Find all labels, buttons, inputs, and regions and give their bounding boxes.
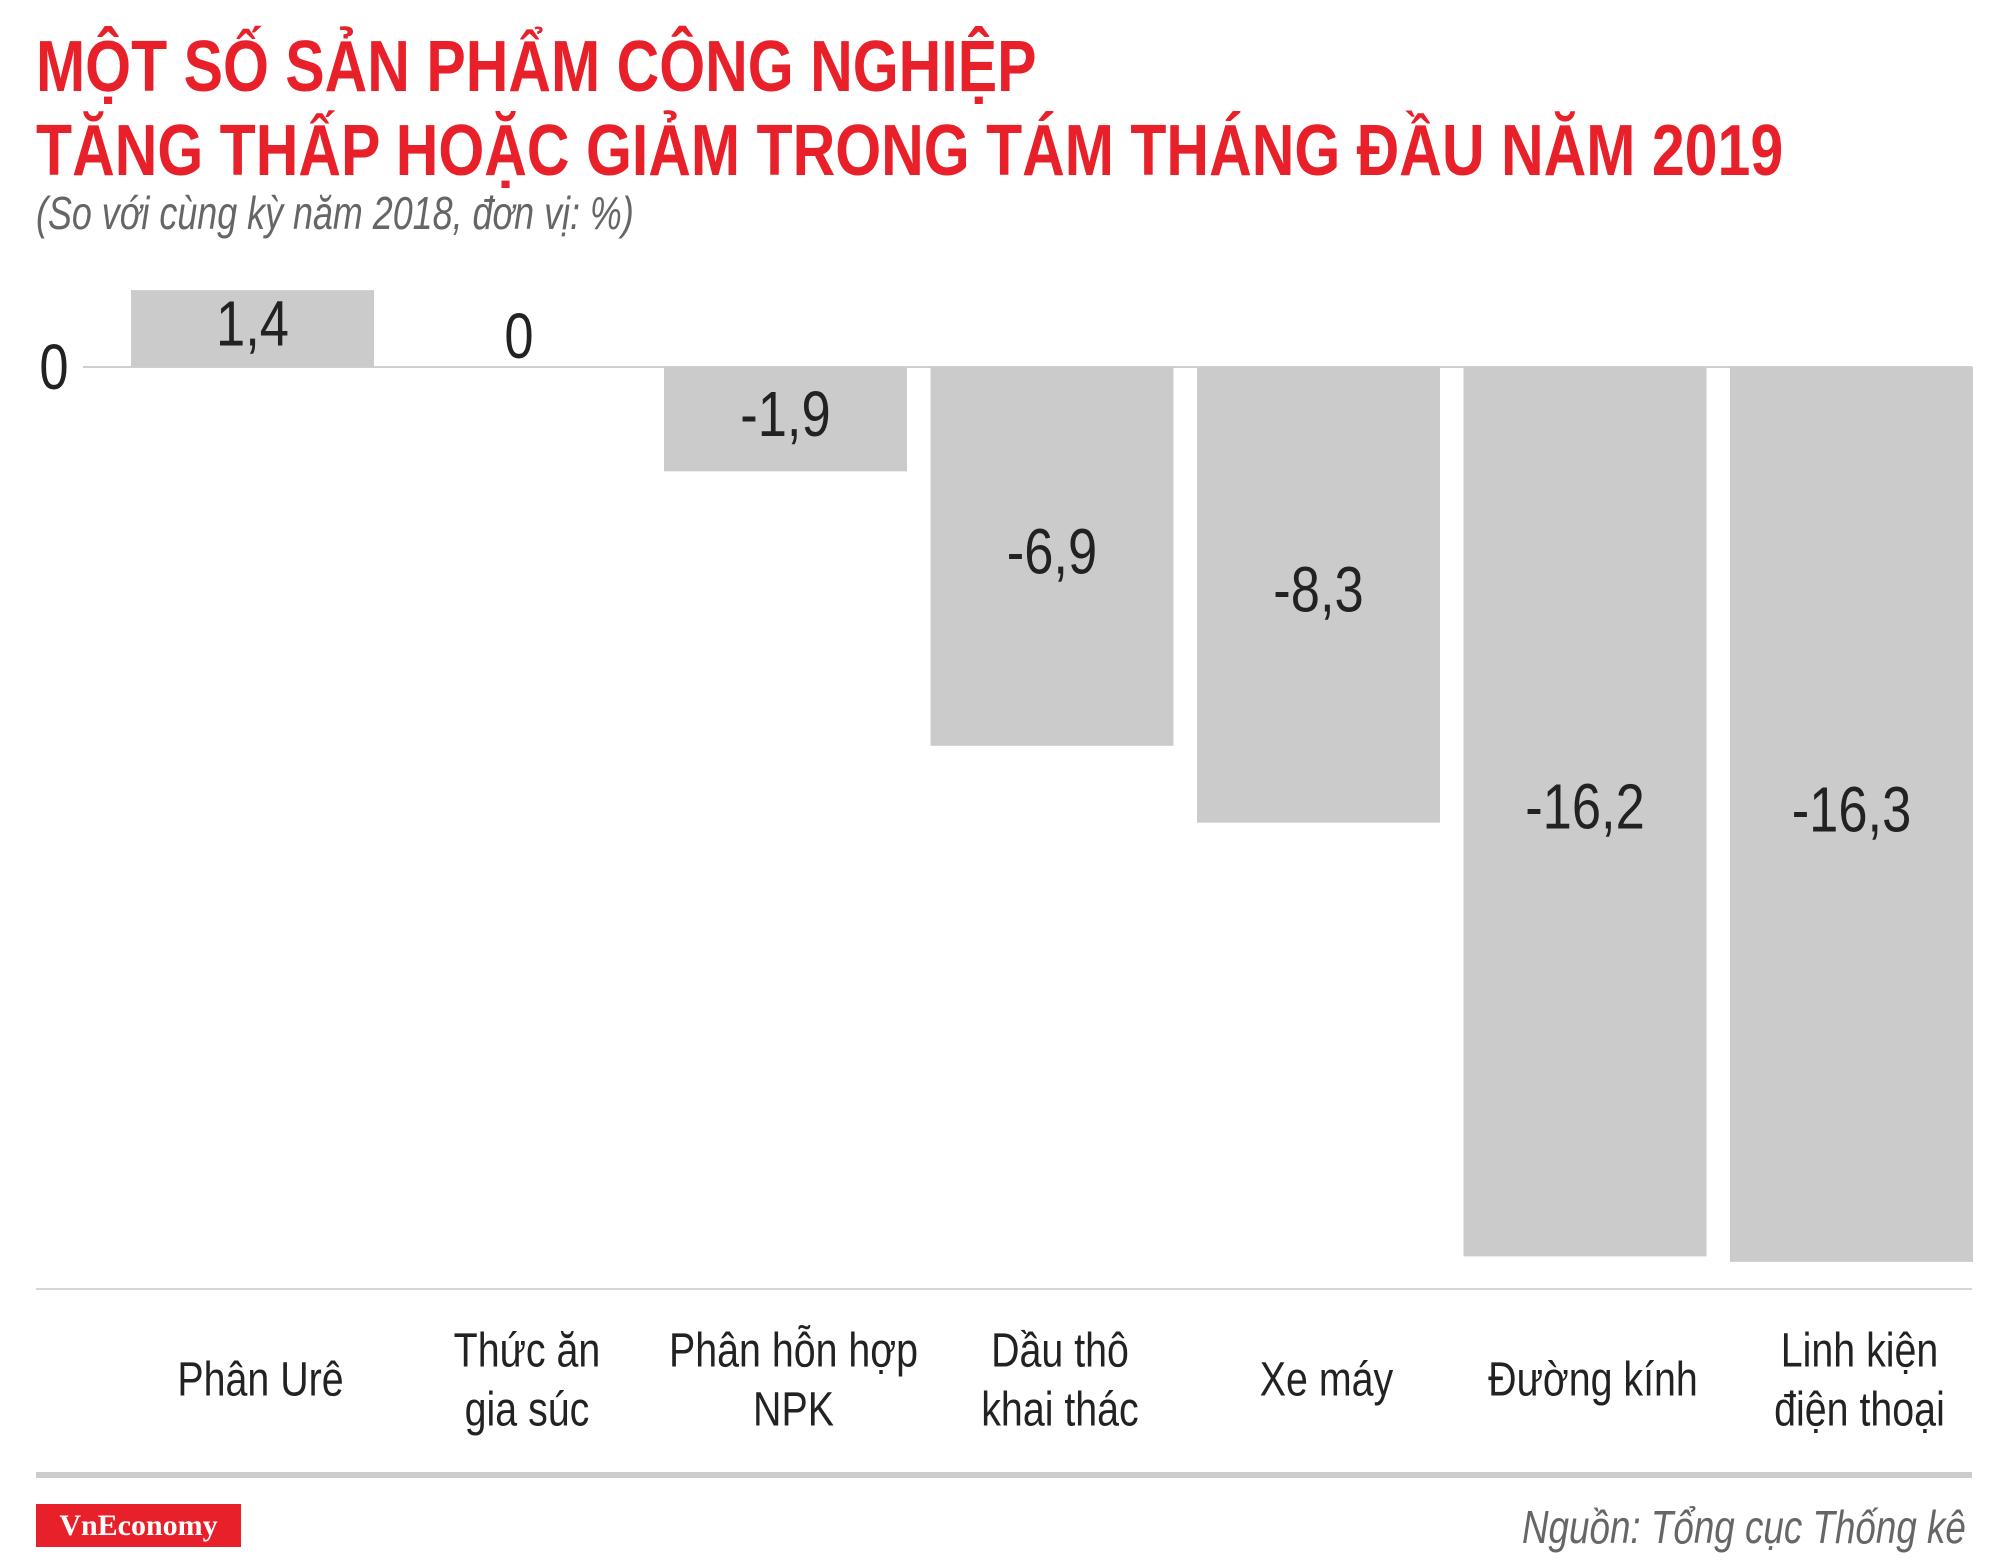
category-label: Xe máy: [1260, 1353, 1393, 1407]
category-label: Linh kiện: [1781, 1324, 1939, 1378]
data-label: -8,3: [1273, 555, 1363, 626]
bar: [1730, 367, 1973, 1262]
category-label: khai thác: [981, 1383, 1138, 1437]
title-line-2: TĂNG THẤP HOẶC GIẢM TRONG TÁM THÁNG ĐẦU …: [36, 111, 1784, 191]
data-label: -1,9: [740, 379, 830, 450]
source-note: Nguồn: Tổng cục Thống kê: [1522, 1501, 1966, 1553]
category-label: Dầu thô: [991, 1324, 1129, 1378]
category-label: Phân hỗn hợp: [669, 1324, 918, 1378]
category-label: Thức ăn: [454, 1324, 601, 1378]
bar: [664, 367, 907, 472]
category-label: gia súc: [465, 1383, 590, 1437]
category-label: điện thoại: [1774, 1383, 1945, 1437]
data-label: -6,9: [1007, 516, 1097, 587]
category-label: Đường kính: [1488, 1353, 1698, 1407]
vneconomy-logo: VnEconomy: [36, 1504, 241, 1547]
category-label: NPK: [753, 1383, 834, 1437]
subtitle: (So với cùng kỳ năm 2018, đơn vị: %): [36, 187, 634, 239]
data-label: 1,4: [216, 289, 289, 360]
title-line-1: MỘT SỐ SẢN PHẨM CÔNG NGHIỆP: [36, 27, 1037, 107]
bar: [930, 367, 1174, 746]
category-label: Phân Urê: [177, 1353, 343, 1407]
bar: [1463, 367, 1707, 1257]
bar: [1197, 367, 1440, 823]
footer-divider: [36, 1472, 1972, 1478]
data-label: -16,3: [1792, 774, 1912, 845]
bar: [131, 290, 374, 367]
data-label: -16,2: [1525, 772, 1645, 843]
y-tick-label: 0: [39, 332, 68, 403]
data-label: 0: [504, 301, 533, 372]
